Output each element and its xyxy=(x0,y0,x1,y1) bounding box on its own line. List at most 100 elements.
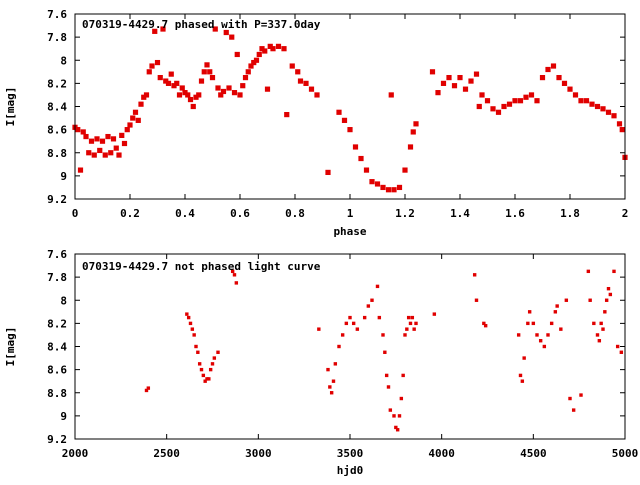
phased-data-point xyxy=(251,59,257,66)
unphased-data-point xyxy=(483,323,488,328)
phased-data-point xyxy=(583,98,590,104)
phased-data-point xyxy=(229,34,235,40)
unphased-data-points xyxy=(144,269,624,432)
unphased-y-tick-label: 7.6 xyxy=(47,248,67,261)
phased-x-tick-label: 0.8 xyxy=(285,207,305,220)
unphased-data-point xyxy=(395,428,400,432)
phased-data-point xyxy=(143,92,150,98)
phased-data-point xyxy=(385,187,392,193)
unphased-data-point xyxy=(230,269,235,274)
unphased-data-point xyxy=(383,350,387,354)
phased-data-point xyxy=(446,74,452,81)
unphased-y-tick-label: 7.8 xyxy=(47,271,67,284)
phased-data-point xyxy=(102,152,108,158)
phased-data-point xyxy=(256,51,262,58)
phased-data-point xyxy=(374,181,381,187)
phased-data-point xyxy=(550,63,557,69)
phased-y-tick-label: 7.6 xyxy=(47,8,67,21)
unphased-data-point xyxy=(190,327,195,331)
phased-x-tick-label: 1 xyxy=(347,207,354,220)
unphased-data-point xyxy=(535,333,539,337)
phased-data-point xyxy=(179,85,185,91)
unphased-data-point xyxy=(549,321,554,326)
unphased-data-point xyxy=(555,304,559,308)
phased-data-point xyxy=(212,26,218,32)
phased-data-point xyxy=(141,94,147,100)
unphased-data-point xyxy=(337,344,341,349)
phased-data-point xyxy=(429,69,436,75)
unphased-data-point xyxy=(362,315,367,320)
unphased-data-point xyxy=(606,286,611,291)
phased-data-point xyxy=(295,69,301,75)
unphased-data-point xyxy=(188,321,193,326)
unphased-data-point xyxy=(348,315,352,320)
unphased-data-point xyxy=(522,356,526,360)
phased-y-tick-label: 8.6 xyxy=(47,124,67,137)
phased-data-point xyxy=(506,101,513,107)
unphased-data-point xyxy=(210,362,215,366)
phased-data-point xyxy=(490,106,496,112)
phased-y-tick-label: 9.2 xyxy=(47,193,67,206)
unphased-data-point xyxy=(432,312,437,316)
unphased-data-point xyxy=(546,333,550,337)
phased-data-point xyxy=(218,92,224,98)
unphased-x-tick-label: 2000 xyxy=(62,447,89,460)
unphased-data-point xyxy=(317,327,321,331)
phased-data-point xyxy=(152,28,158,34)
phased-data-point xyxy=(146,69,152,75)
unphased-data-point xyxy=(370,298,374,302)
phased-data-point xyxy=(215,85,221,91)
unphased-data-point xyxy=(608,292,613,297)
unphased-data-point xyxy=(568,396,572,401)
phased-data-point xyxy=(396,184,403,191)
unphased-data-point xyxy=(601,327,605,331)
phased-data-point xyxy=(594,103,601,110)
unphased-data-point xyxy=(384,373,389,378)
phased-data-point xyxy=(99,138,106,144)
phased-data-point xyxy=(110,136,117,142)
phased-x-tick-label: 1.6 xyxy=(505,207,525,220)
phased-data-point xyxy=(391,187,397,193)
phased-data-point xyxy=(196,92,202,98)
phased-data-point xyxy=(341,117,348,123)
unphased-data-point xyxy=(331,379,336,383)
phased-chart-title: 070319-4429.7 phased with P=337.0day xyxy=(82,18,321,31)
phased-data-point xyxy=(435,90,441,96)
unphased-data-point xyxy=(403,333,407,337)
phased-data-point xyxy=(190,103,196,110)
unphased-data-point xyxy=(392,414,396,418)
unphased-data-point xyxy=(586,269,591,274)
phased-data-point xyxy=(517,98,524,104)
phased-data-point xyxy=(201,69,207,75)
phased-data-point xyxy=(600,106,606,112)
phased-y-tick-label: 8.4 xyxy=(47,101,67,114)
phased-x-tick-label: 1.8 xyxy=(560,207,580,220)
unphased-data-point xyxy=(326,367,330,372)
phased-data-point xyxy=(616,121,623,127)
phased-data-point xyxy=(561,80,568,86)
unphased-data-point xyxy=(592,321,596,326)
phased-data-point xyxy=(88,138,95,144)
phased-data-point xyxy=(234,51,240,58)
phased-data-point xyxy=(619,127,625,133)
phased-data-point xyxy=(149,63,155,69)
phased-data-point xyxy=(237,92,243,98)
phased-data-point xyxy=(157,74,163,81)
phased-data-point xyxy=(86,150,92,156)
unphased-data-point xyxy=(201,373,206,378)
phased-x-tick-label: 0 xyxy=(72,207,79,220)
phased-data-point xyxy=(97,147,103,154)
unphased-data-point xyxy=(612,269,616,274)
unphased-data-point xyxy=(599,321,603,326)
phased-data-point xyxy=(113,145,119,151)
unphased-data-point xyxy=(207,377,211,381)
phased-data-point xyxy=(468,78,474,84)
phased-data-point xyxy=(479,92,485,98)
unphased-data-point xyxy=(408,321,413,326)
unphased-data-point xyxy=(564,298,569,302)
phased-data-point xyxy=(264,86,271,92)
phased-data-point xyxy=(198,78,205,84)
phased-data-point xyxy=(451,83,458,89)
unphased-data-point xyxy=(340,333,345,337)
unphased-data-point xyxy=(366,304,371,308)
